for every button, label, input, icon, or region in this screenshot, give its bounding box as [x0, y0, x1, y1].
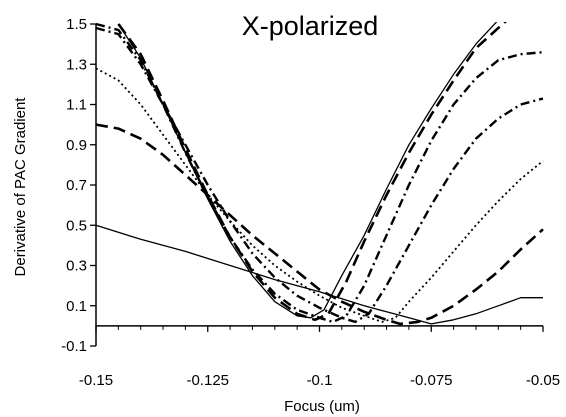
- y-tick-label: 0.9: [66, 137, 87, 154]
- y-tick-label: 0.3: [66, 258, 87, 275]
- series-line-6: [117, 22, 498, 319]
- y-tick-label: 0.1: [66, 298, 87, 315]
- y-tick-label: 0.5: [66, 217, 87, 234]
- series-line-7: [117, 22, 507, 322]
- series-line-4: [95, 26, 544, 324]
- y-tick-label: 1.1: [66, 97, 87, 114]
- x-axis-title: Focus (um): [284, 398, 360, 415]
- series-line-2: [95, 123, 544, 326]
- axes: -0.1 0.1 0.3 0.5 0.7 0.9 1.1 1.3 1.5 -0.15 -0.125 -…: [61, 16, 560, 389]
- y-tick-label: 1.3: [66, 56, 87, 73]
- series-line-5: [95, 22, 544, 324]
- series-line-3: [95, 67, 544, 323]
- y-tick-label: 1.5: [66, 16, 87, 33]
- series-line-1: [95, 224, 543, 325]
- y-axis-title: Derivative of PAC Gradient: [12, 97, 29, 277]
- x-tick-label: -0.1: [307, 372, 333, 389]
- y-tick-label: 0.7: [66, 177, 87, 194]
- x-tick-label: -0.075: [410, 372, 453, 389]
- chart-title: X-polarized: [242, 11, 379, 41]
- y-tick-label: -0.1: [61, 338, 87, 355]
- x-tick-label: -0.125: [186, 372, 229, 389]
- plot-lines: [95, 22, 544, 326]
- x-tick-label: -0.15: [79, 372, 113, 389]
- x-tick-label: -0.05: [526, 372, 560, 389]
